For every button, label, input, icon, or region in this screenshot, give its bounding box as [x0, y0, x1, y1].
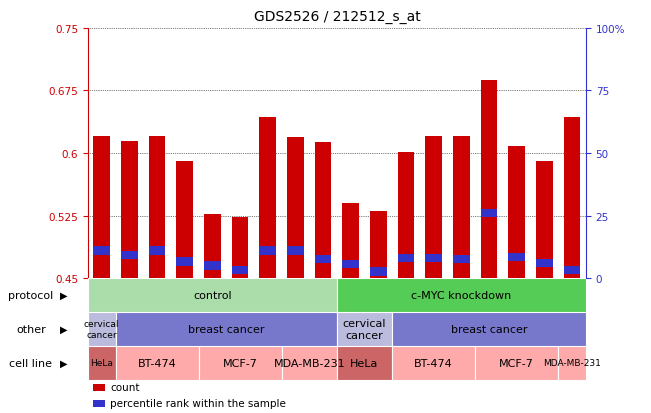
Text: HeLa: HeLa [90, 358, 113, 368]
Text: c-MYC knockdown: c-MYC knockdown [411, 290, 512, 300]
Bar [232, 266, 248, 274]
Text: cell line: cell line [9, 358, 52, 368]
Bar [148, 247, 165, 255]
Bar [176, 258, 193, 266]
Bar [176, 162, 193, 278]
Bar [480, 81, 497, 278]
Text: MDA-MB-231: MDA-MB-231 [543, 358, 601, 368]
Text: MCF-7: MCF-7 [499, 358, 534, 368]
Bar [342, 204, 359, 278]
Bar [475, 346, 558, 380]
Bar [480, 209, 497, 218]
Bar [93, 400, 105, 407]
Bar [508, 254, 525, 262]
Text: ▶: ▶ [59, 290, 67, 300]
Bar [259, 118, 276, 278]
Bar [425, 136, 442, 278]
Bar [564, 266, 580, 274]
Bar [94, 247, 110, 255]
Text: cervical
cancer: cervical cancer [343, 318, 386, 340]
Bar [337, 312, 392, 346]
Bar [287, 247, 303, 255]
Bar [259, 247, 276, 255]
Bar [508, 146, 525, 278]
Bar [88, 278, 337, 312]
Text: GDS2526 / 212512_s_at: GDS2526 / 212512_s_at [253, 10, 421, 24]
Bar [93, 384, 105, 391]
Bar [370, 212, 387, 278]
Bar [337, 346, 392, 380]
Bar [425, 254, 442, 263]
Bar [398, 254, 414, 263]
Bar [337, 278, 586, 312]
Bar [536, 259, 553, 268]
Bar [204, 214, 221, 278]
Bar [88, 346, 116, 380]
Bar [392, 312, 586, 346]
Bar [398, 153, 414, 278]
Bar [94, 137, 110, 278]
Bar [453, 255, 469, 263]
Bar [148, 136, 165, 278]
Text: count: count [110, 382, 140, 392]
Text: other: other [16, 324, 46, 334]
Bar [287, 138, 303, 278]
Bar [204, 262, 221, 270]
Text: MCF-7: MCF-7 [223, 358, 258, 368]
Bar [232, 218, 248, 278]
Bar [453, 137, 469, 278]
Text: MDA-MB-231: MDA-MB-231 [273, 358, 345, 368]
Bar [342, 260, 359, 268]
Bar [392, 346, 475, 380]
Bar [558, 346, 586, 380]
Bar [281, 346, 337, 380]
Bar [370, 268, 387, 276]
Text: breast cancer: breast cancer [450, 324, 527, 334]
Text: BT-474: BT-474 [137, 358, 176, 368]
Bar [536, 162, 553, 278]
Bar [564, 118, 580, 278]
Text: breast cancer: breast cancer [188, 324, 264, 334]
Bar [121, 251, 138, 259]
Text: protocol: protocol [8, 290, 53, 300]
Text: percentile rank within the sample: percentile rank within the sample [110, 399, 286, 408]
Bar [314, 143, 331, 278]
Text: BT-474: BT-474 [414, 358, 453, 368]
Bar [314, 255, 331, 263]
Bar [121, 141, 138, 278]
Text: ▶: ▶ [59, 358, 67, 368]
Bar [116, 346, 199, 380]
Bar [116, 312, 337, 346]
Text: HeLa: HeLa [350, 358, 379, 368]
Bar [199, 346, 281, 380]
Text: control: control [193, 290, 232, 300]
Text: ▶: ▶ [59, 324, 67, 334]
Text: cervical
cancer: cervical cancer [84, 320, 120, 339]
Bar [88, 312, 116, 346]
